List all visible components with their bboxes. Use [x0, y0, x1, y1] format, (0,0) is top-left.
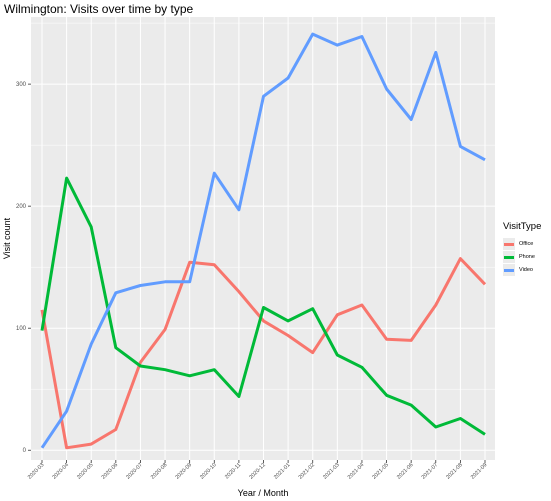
x-tick-label: 2021-04	[347, 462, 366, 481]
legend-label: Phone	[519, 253, 535, 260]
y-axis-label: Visit count	[2, 217, 12, 259]
x-tick-label: 2021-02	[298, 462, 317, 481]
series-line-phone	[40, 176, 486, 436]
legend-title: VisitType	[503, 221, 542, 232]
legend: VisitType Office Phone Video	[503, 221, 541, 276]
x-tick-label: 2020-09	[175, 462, 194, 481]
x-tick-label: 2020-03	[27, 462, 46, 481]
legend-item-video: Video	[503, 263, 541, 276]
x-tick-label: 2020-12	[248, 462, 267, 481]
y-tick-label: 100	[16, 326, 27, 332]
x-tick-label: 2021-07	[421, 462, 440, 481]
legend-label: Video	[519, 266, 533, 273]
x-tick-label: 2020-06	[101, 462, 120, 481]
x-tick-label: 2021-06	[396, 462, 415, 481]
x-tick-label: 2020-08	[150, 462, 169, 481]
x-tick-label: 2021-01	[273, 462, 292, 481]
x-axis-label: Year / Month	[238, 488, 289, 498]
x-tick-label: 2021-08	[445, 462, 464, 481]
x-tick-label: 2020-05	[76, 462, 95, 481]
y-tick-label: 300	[16, 82, 27, 88]
legend-key	[503, 263, 515, 276]
legend-item-phone: Phone	[503, 250, 541, 263]
legend-item-office: Office	[503, 237, 541, 250]
x-tick-label: 2021-05	[371, 462, 390, 481]
series-line-video	[40, 32, 486, 449]
y-tick-label: 0	[23, 448, 27, 454]
x-tick-label: 2020-04	[52, 462, 71, 481]
chart-title: Wilmington: Visits over time by type	[4, 2, 194, 16]
series-line-office	[40, 257, 487, 450]
x-tick-label: 2020-11	[224, 462, 242, 480]
legend-key	[503, 250, 515, 263]
x-tick-label: 2020-07	[125, 462, 144, 481]
x-tick-label: 2021-09	[470, 462, 489, 481]
x-tick-label: 2021-03	[322, 462, 341, 481]
legend-label: Office	[519, 240, 534, 247]
legend-key	[503, 237, 515, 250]
x-tick-label: 2020-10	[199, 462, 218, 481]
y-tick-label: 200	[16, 204, 27, 210]
